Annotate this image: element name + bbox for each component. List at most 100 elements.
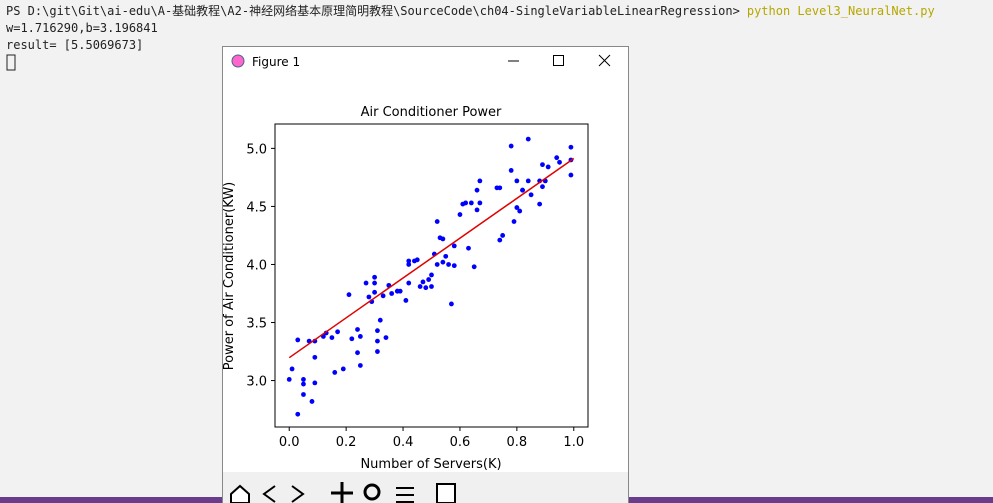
point: [372, 289, 377, 295]
point: [471, 264, 477, 270]
terminal-line: PS D:\git\Git\ai-edu\A-基础教程\A2-神经网络基本原理简…: [6, 3, 935, 18]
point: [301, 381, 306, 387]
cursor: [6, 54, 16, 71]
terminal-line: w=1.716290,b=3.196841: [6, 21, 158, 35]
point: [295, 411, 301, 417]
point: [477, 178, 483, 184]
y-axis-label: Power of Air Conditioner(KW): [222, 182, 237, 371]
point: [332, 370, 338, 375]
y-tick-label: 3.5: [246, 317, 267, 332]
point: [312, 354, 318, 360]
point: [528, 192, 534, 198]
point: [312, 380, 318, 386]
point: [329, 335, 335, 341]
x-tick-label: 1.0: [563, 435, 584, 450]
point: [451, 263, 457, 269]
point: [397, 288, 403, 294]
point: [500, 233, 506, 238]
configure-button[interactable]: [396, 487, 414, 503]
forward-button[interactable]: [291, 485, 305, 503]
point: [568, 144, 574, 150]
point: [363, 280, 369, 286]
point: [357, 334, 363, 339]
point: [443, 253, 449, 259]
point: [545, 164, 551, 170]
pan-button[interactable]: [331, 482, 353, 503]
y-tick-label: 5.0: [246, 142, 267, 157]
point: [349, 336, 355, 342]
point: [449, 301, 454, 307]
point: [420, 279, 426, 285]
y-tick-label: 4.0: [246, 258, 267, 273]
fit-line: [288, 157, 575, 359]
plot-frame: [274, 123, 589, 428]
point: [295, 337, 301, 343]
point: [289, 366, 295, 372]
x-tick-label: 0.0: [279, 435, 300, 450]
point: [377, 317, 383, 323]
point: [520, 187, 525, 193]
y-tick-label: 3.0: [246, 375, 267, 390]
point: [389, 291, 395, 296]
point: [380, 293, 386, 299]
point: [557, 159, 562, 165]
point: [375, 338, 380, 344]
prompt: PS D:\git\Git\ai-edu\A-基础教程\A2-神经网络基本原理简…: [6, 3, 740, 18]
point: [466, 245, 471, 251]
point: [508, 143, 514, 149]
point: [406, 280, 412, 286]
point: [309, 399, 315, 404]
point: [429, 284, 434, 289]
maximize-button[interactable]: [553, 55, 564, 66]
point: [355, 350, 360, 356]
point: [474, 207, 480, 213]
point: [375, 349, 380, 354]
terminal-line: result= [5.5069673]: [6, 38, 143, 52]
home-button[interactable]: [230, 484, 250, 503]
save-button[interactable]: [436, 483, 456, 503]
x-tick-label: 0.8: [507, 435, 528, 450]
point: [511, 219, 517, 224]
point: [468, 200, 474, 206]
point: [383, 335, 389, 341]
point: [497, 237, 503, 243]
point: [301, 392, 306, 397]
point: [554, 155, 560, 161]
point: [403, 298, 409, 303]
toolbar: [223, 472, 628, 503]
point: [372, 274, 377, 280]
chart-title: Air Conditioner Power: [361, 105, 502, 120]
point: [497, 185, 503, 191]
point: [434, 262, 440, 267]
point: [423, 285, 429, 291]
command: python Level3_NeuralNet.py: [747, 4, 935, 18]
point: [457, 212, 463, 217]
point: [514, 178, 520, 184]
point: [446, 262, 451, 267]
point: [426, 277, 432, 282]
point: [414, 257, 420, 263]
point: [355, 327, 360, 332]
point: [335, 329, 340, 335]
point: [434, 219, 440, 224]
point: [406, 262, 412, 267]
point: [568, 172, 574, 178]
point: [406, 258, 412, 264]
point: [463, 200, 469, 206]
y-tick-label: 4.5: [246, 200, 267, 215]
point: [474, 187, 480, 193]
point: [451, 243, 457, 249]
point: [301, 377, 306, 382]
point: [540, 162, 545, 168]
point: [440, 259, 446, 265]
point: [525, 178, 531, 184]
point: [429, 272, 434, 278]
point: [346, 292, 352, 298]
zoom-button[interactable]: [363, 483, 381, 501]
back-button[interactable]: [262, 485, 276, 503]
close-button[interactable]: [598, 54, 611, 67]
point: [537, 201, 543, 207]
point: [417, 284, 423, 289]
